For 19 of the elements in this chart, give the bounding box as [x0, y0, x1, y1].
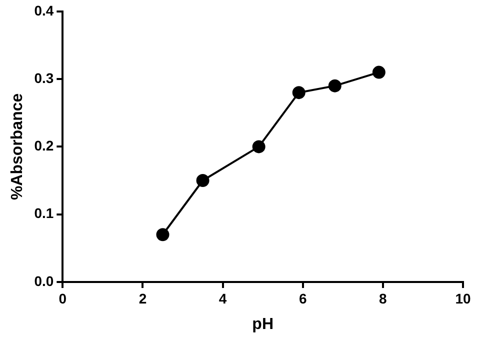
x-tick-label: 6: [298, 290, 307, 306]
point: [156, 228, 170, 242]
y-tick-label: 0.4: [34, 2, 54, 18]
x-tick-label: 10: [455, 290, 471, 306]
x-tick-label: 4: [218, 290, 227, 306]
x-tick-label: 2: [138, 290, 147, 306]
point: [292, 86, 306, 100]
y-tick-label: 0.1: [34, 205, 54, 222]
x-tick-label: 0: [58, 290, 67, 306]
point: [372, 66, 386, 79]
y-axis-title: %Absorbance: [9, 93, 26, 200]
point: [196, 174, 210, 188]
y-tick-label: 0.3: [34, 70, 54, 86]
point: [328, 79, 342, 92]
x-tick-label: 8: [379, 290, 388, 306]
y-tick-label: 0.2: [34, 138, 54, 154]
y-tick-label: 0.0: [34, 272, 54, 289]
x-axis-title: pH: [252, 316, 274, 333]
point: [252, 140, 266, 154]
